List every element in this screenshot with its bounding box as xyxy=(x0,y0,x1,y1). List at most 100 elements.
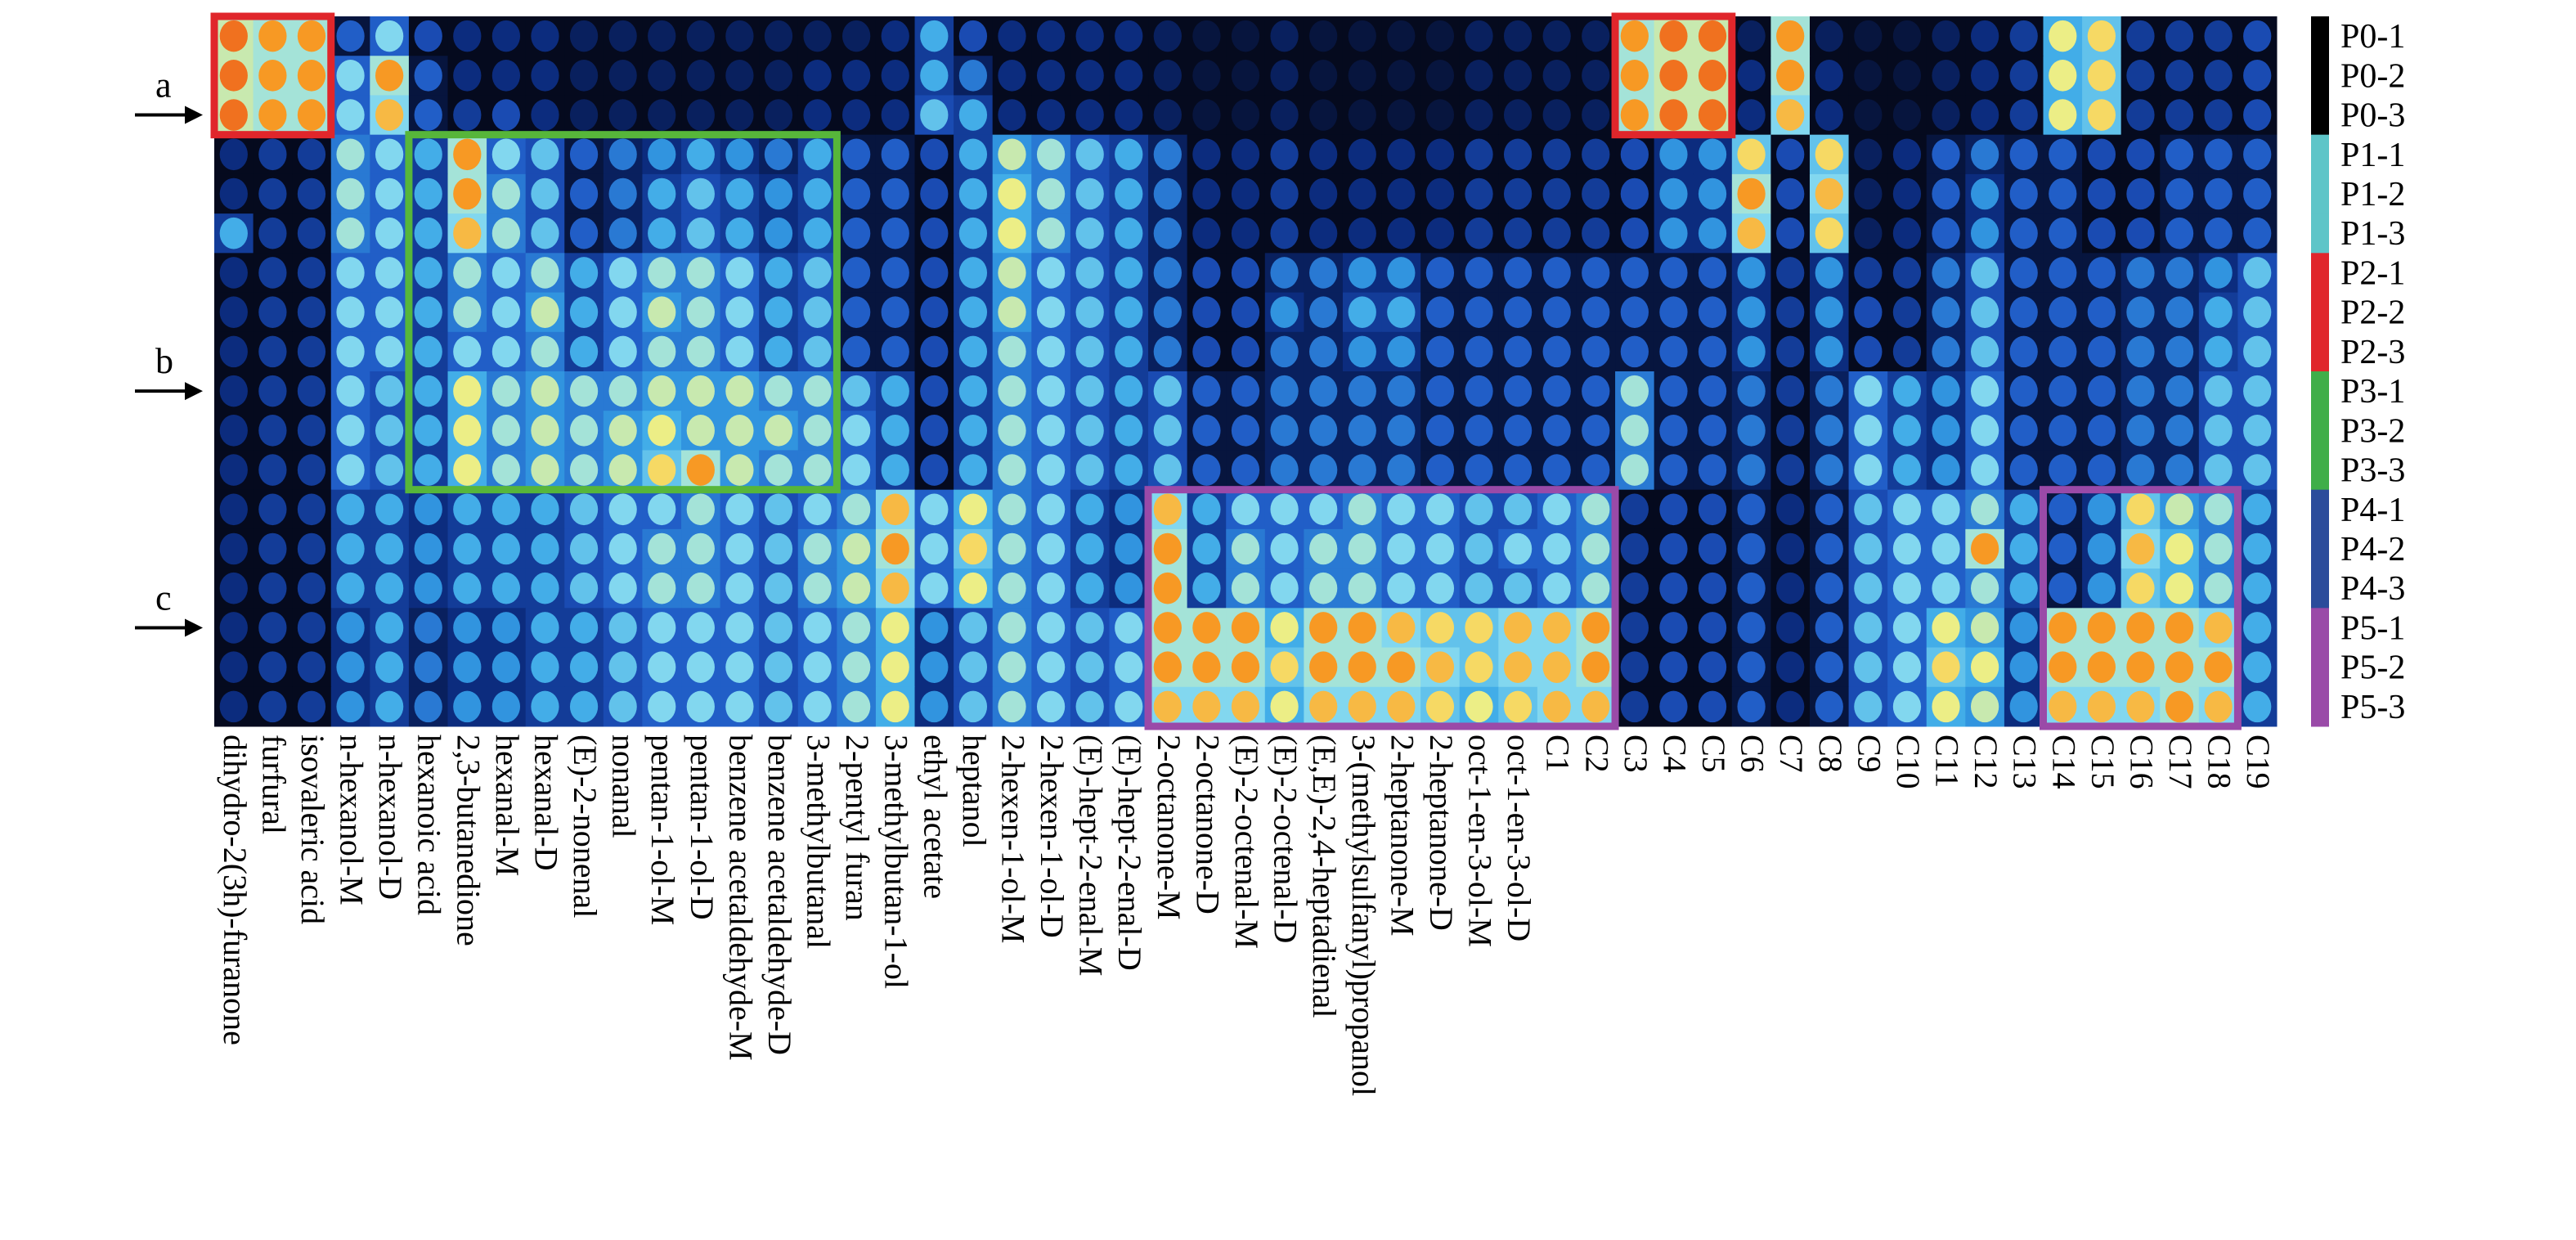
row-label: P4-1 xyxy=(2340,492,2405,529)
spot-P0-3-15 xyxy=(764,99,793,131)
spot-P1-2-24 xyxy=(1115,177,1143,210)
spot-P1-3-28 xyxy=(1270,217,1299,249)
spot-P2-3-25 xyxy=(1153,335,1182,368)
spot-P5-1-19 xyxy=(920,612,949,644)
spot-P2-1-16 xyxy=(803,257,832,289)
spot-P3-3-35 xyxy=(1542,454,1571,486)
spot-P3-2-18 xyxy=(881,415,909,447)
spot-P0-3-14 xyxy=(725,99,754,131)
spot-P5-1-5 xyxy=(375,612,404,644)
spot-P3-1-49 xyxy=(2087,375,2116,407)
spot-P5-2-24 xyxy=(1115,651,1143,683)
spot-P2-3-45 xyxy=(1932,335,1960,368)
spot-P3-2-37 xyxy=(1620,415,1649,447)
spot-P5-1-22 xyxy=(1036,612,1066,644)
spot-P1-2-52 xyxy=(2204,177,2233,210)
spot-P4-2-18 xyxy=(881,532,909,565)
spot-P1-2-5 xyxy=(375,177,404,210)
spot-P0-1-10 xyxy=(569,20,599,52)
spot-P4-1-40 xyxy=(1737,493,1766,526)
spot-P4-2-19 xyxy=(920,532,949,565)
spot-P0-3-25 xyxy=(1153,99,1182,131)
spot-P1-2-48 xyxy=(2049,177,2077,210)
column-label: (E)-2-octenal-D xyxy=(1268,735,1304,943)
spot-P2-2-16 xyxy=(803,296,832,328)
spot-P5-3-18 xyxy=(881,690,909,723)
spot-P4-3-12 xyxy=(648,572,676,604)
spot-P5-1-46 xyxy=(1970,612,1999,644)
spot-P5-3-6 xyxy=(414,690,442,723)
spot-P2-1-41 xyxy=(1776,257,1805,289)
spot-P2-2-38 xyxy=(1659,296,1688,328)
spot-P0-2-19 xyxy=(920,60,949,92)
spot-P3-2-28 xyxy=(1270,415,1299,447)
spot-P1-2-31 xyxy=(1387,177,1416,210)
column-label: oct-1-en-3-ol-D xyxy=(1501,735,1537,941)
spot-P0-2-2 xyxy=(258,60,287,92)
spot-P4-2-22 xyxy=(1036,532,1066,565)
spot-P1-2-7 xyxy=(453,177,482,210)
spot-P4-1-24 xyxy=(1115,493,1143,526)
spot-P4-2-39 xyxy=(1698,532,1727,565)
spot-P5-1-52 xyxy=(2204,612,2233,644)
pointer-arrowhead-b xyxy=(185,382,203,401)
spot-P3-3-28 xyxy=(1270,454,1299,486)
spot-P0-2-28 xyxy=(1270,60,1299,92)
spot-P0-3-39 xyxy=(1698,99,1727,131)
spot-P5-3-49 xyxy=(2087,690,2116,723)
spot-P5-1-16 xyxy=(803,612,832,644)
spot-P1-3-51 xyxy=(2165,217,2194,249)
spot-P3-1-51 xyxy=(2165,375,2194,407)
spot-P3-1-45 xyxy=(1932,375,1960,407)
spot-P0-3-50 xyxy=(2126,99,2155,131)
spot-P1-1-48 xyxy=(2049,138,2077,171)
spot-P4-2-34 xyxy=(1503,532,1533,565)
spot-P0-1-45 xyxy=(1932,20,1960,52)
spot-P1-2-1 xyxy=(219,177,248,210)
spot-P3-3-34 xyxy=(1503,454,1533,486)
spot-P0-2-36 xyxy=(1582,60,1610,92)
spot-P1-3-30 xyxy=(1348,217,1376,249)
column-label: ethyl acetate xyxy=(917,735,954,899)
spot-P3-3-14 xyxy=(725,454,754,486)
spot-P3-3-53 xyxy=(2243,454,2272,486)
spot-P4-1-11 xyxy=(608,493,637,526)
spot-P5-1-9 xyxy=(531,612,559,644)
spot-P0-2-23 xyxy=(1075,60,1104,92)
group-bar-P2-3 xyxy=(2311,331,2329,372)
spot-P0-3-4 xyxy=(336,99,365,131)
spot-P1-2-34 xyxy=(1503,177,1533,210)
spot-P0-1-50 xyxy=(2126,20,2155,52)
spot-P0-1-25 xyxy=(1153,20,1182,52)
spot-P3-2-48 xyxy=(2049,415,2077,447)
spot-P2-3-48 xyxy=(2049,335,2077,368)
row-label: P5-2 xyxy=(2340,649,2405,687)
spot-P3-3-18 xyxy=(881,454,909,486)
spot-P5-3-14 xyxy=(725,690,754,723)
spot-P4-2-6 xyxy=(414,532,442,565)
column-label: hexanal-D xyxy=(527,735,564,871)
spot-P5-1-17 xyxy=(842,612,871,644)
spot-P0-2-7 xyxy=(453,60,482,92)
spot-P3-2-14 xyxy=(725,415,754,447)
spot-P1-1-52 xyxy=(2204,138,2233,171)
spot-P2-2-9 xyxy=(531,296,559,328)
spot-P0-3-19 xyxy=(920,99,949,131)
spot-P1-1-51 xyxy=(2165,138,2194,171)
spot-P5-3-25 xyxy=(1153,690,1182,723)
spot-P4-1-28 xyxy=(1270,493,1299,526)
spot-P3-1-52 xyxy=(2204,375,2233,407)
spot-P5-3-29 xyxy=(1309,690,1338,723)
spot-P3-2-47 xyxy=(2009,415,2038,447)
row-label: P1-2 xyxy=(2340,176,2405,213)
spot-P5-3-22 xyxy=(1036,690,1066,723)
spot-P4-2-49 xyxy=(2087,532,2116,565)
spot-P3-3-11 xyxy=(608,454,637,486)
spot-P3-2-52 xyxy=(2204,415,2233,447)
spot-P2-1-30 xyxy=(1348,257,1376,289)
spot-P5-2-31 xyxy=(1387,651,1416,683)
spot-P2-1-45 xyxy=(1932,257,1960,289)
spot-P4-1-1 xyxy=(219,493,248,526)
spot-P1-1-28 xyxy=(1270,138,1299,171)
